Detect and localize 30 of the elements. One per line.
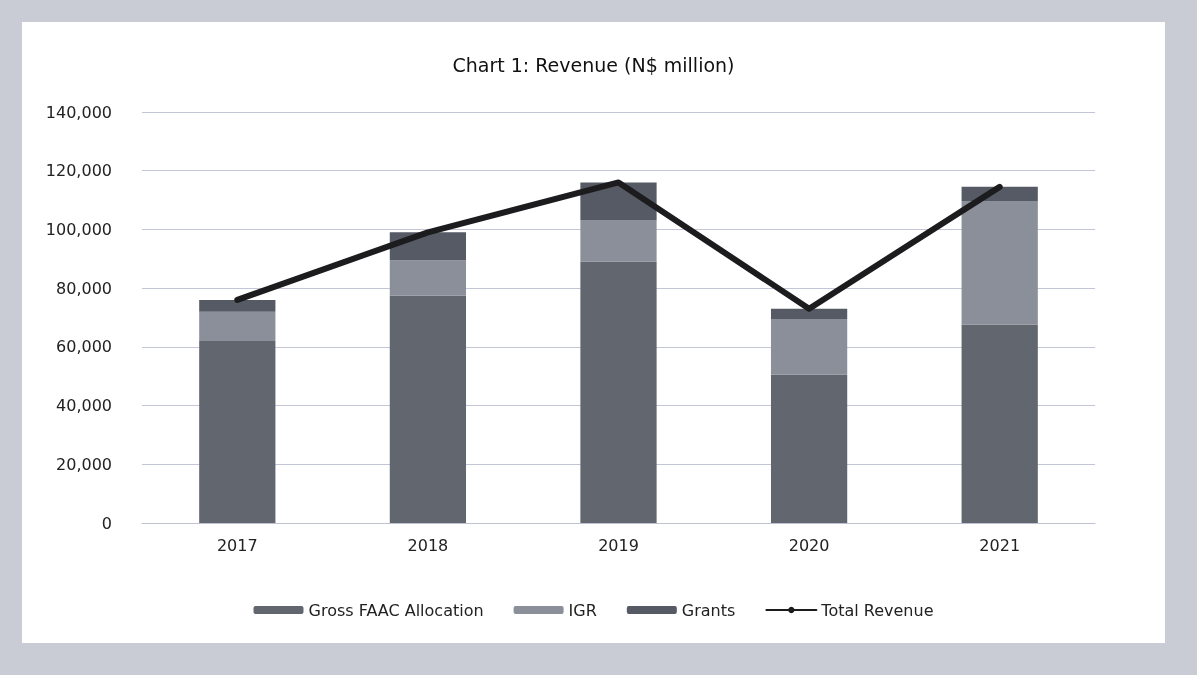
bar — [961, 324, 1038, 523]
y-tick-label: 140,000 — [45, 102, 112, 122]
legend-label: Total Revenue — [820, 600, 934, 620]
bar — [961, 201, 1038, 325]
x-tick-label: 2019 — [598, 535, 639, 555]
bar — [199, 299, 276, 312]
bar — [580, 261, 657, 523]
bar — [770, 318, 848, 375]
y-tick-label: 120,000 — [45, 161, 112, 181]
y-tick-label: 0 — [101, 513, 112, 533]
bar — [389, 260, 467, 296]
x-tick-label: 2017 — [216, 535, 258, 555]
y-tick-label: 40,000 — [56, 396, 112, 416]
legend-label: Grants — [681, 600, 736, 620]
bar — [770, 374, 848, 523]
y-tick-label: 100,000 — [45, 219, 112, 239]
x-tick-label: 2018 — [407, 535, 449, 555]
y-tick-label: 60,000 — [56, 337, 112, 357]
legend-label: Gross FAAC Allocation — [308, 600, 484, 620]
legend-label: IGR — [568, 600, 597, 620]
x-tick-label: 2021 — [979, 535, 1021, 555]
bar — [580, 220, 657, 262]
bar — [389, 295, 467, 523]
bar — [770, 308, 848, 319]
bar — [199, 311, 276, 341]
x-tick-label: 2020 — [788, 535, 830, 555]
bar — [199, 340, 276, 523]
y-tick-label: 20,000 — [56, 454, 112, 474]
y-tick-label: 80,000 — [56, 278, 112, 298]
chart-title: Chart 1: Revenue (N$ million) — [452, 53, 735, 76]
